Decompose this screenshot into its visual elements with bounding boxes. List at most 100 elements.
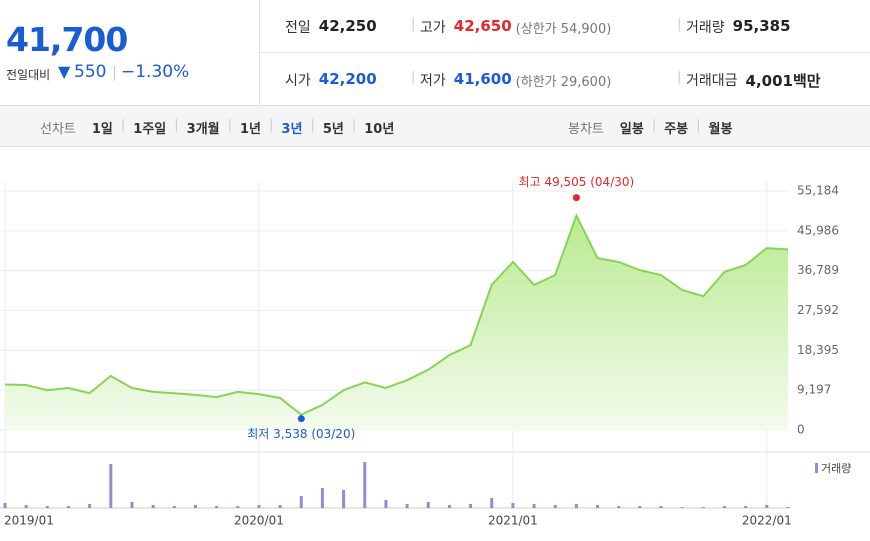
tab[interactable]: 1년 <box>240 122 262 137</box>
tab[interactable]: 월봉 <box>708 122 733 137</box>
tab-bar: 선차트 1일 | 1주일 | 3개월 | 1년 | 3년 | 5년 | 10년 봉차트 일봉 | 주봉 | 월봉 <box>0 106 870 147</box>
volume-bar <box>723 506 727 508</box>
volume-bar <box>405 504 409 508</box>
high-marker <box>572 194 580 202</box>
tab-group-label: 선차트 <box>40 122 76 137</box>
volume-bar <box>66 506 70 508</box>
volume-bar <box>490 498 494 508</box>
separator: | <box>310 118 315 133</box>
separator: | <box>351 118 357 133</box>
volume-bar <box>532 504 536 508</box>
volume-bar <box>151 505 155 508</box>
stat-value: 42,250 <box>318 17 377 35</box>
volume-bar <box>342 490 346 508</box>
candle-tabs: 봉차트 일봉 | 주봉 | 월봉 <box>568 118 732 137</box>
price-line <box>4 213 789 416</box>
stat-note: (하한가 29,600) <box>515 75 612 90</box>
volume-bar <box>257 505 261 508</box>
volume-bar <box>172 506 176 508</box>
volume-bar <box>447 505 451 508</box>
volume-bar <box>109 464 113 508</box>
price-box: 41,700 전일대비 ▼ 550 | −1.30% <box>0 0 260 105</box>
stat-value: 42,650 <box>453 17 512 35</box>
separator: | <box>651 118 657 133</box>
y-tick-label: 18,395 <box>797 343 839 357</box>
separator: | <box>411 17 416 32</box>
tab[interactable]: 3년 <box>281 122 303 137</box>
volume-bar <box>24 505 28 508</box>
stat-label: 저가 <box>420 73 446 89</box>
change: 550 <box>74 62 107 82</box>
stat-note: (상한가 54,900) <box>515 22 612 37</box>
current-price: 41,700 <box>6 20 128 59</box>
separator: | <box>120 118 126 133</box>
volume-bar <box>680 507 684 508</box>
separator: | <box>269 118 274 133</box>
stat-value: 95,385 <box>732 17 791 35</box>
x-tick-label: 2021/01 <box>488 514 538 528</box>
volume-bar <box>617 506 621 508</box>
separator: | <box>696 118 701 133</box>
volume-bar <box>511 503 515 508</box>
separator: | <box>112 63 118 81</box>
volume-bar <box>3 503 7 508</box>
tab-group-label: 봉차트 <box>568 122 604 137</box>
price-area <box>5 215 788 430</box>
volume-bar <box>426 502 430 508</box>
tab[interactable]: 주봉 <box>664 122 689 137</box>
volume-bar <box>701 507 705 508</box>
separator: | <box>677 17 682 32</box>
volume-bar <box>45 506 49 508</box>
volume-bar <box>553 505 557 508</box>
volume-bar <box>765 505 769 508</box>
volume-bar <box>786 507 790 508</box>
volume-bar <box>236 506 240 508</box>
y-tick-label: 36,789 <box>797 263 839 277</box>
volume-bar <box>596 505 600 508</box>
stat-value: 42,200 <box>318 70 377 88</box>
volume-bar <box>278 505 282 508</box>
down-arrow: ▼ <box>58 62 71 81</box>
tab[interactable]: 1일 <box>91 122 113 137</box>
low-label: 최저 3,538 (03/20) <box>247 427 355 441</box>
line-tabs: 선차트 1일 | 1주일 | 3개월 | 1년 | 3년 | 5년 | 10년 <box>40 118 394 137</box>
stat-label: 시가 <box>285 73 311 89</box>
stat-label: 거래대금 <box>686 73 738 89</box>
volume-bar <box>659 506 663 508</box>
tab[interactable]: 5년 <box>322 122 344 137</box>
row-divider <box>260 52 870 53</box>
separator: | <box>227 118 233 133</box>
volume-bar <box>215 506 219 508</box>
y-tick-label: 9,197 <box>797 383 831 397</box>
volume-bar <box>384 500 388 508</box>
y-tick-label: 45,986 <box>797 223 839 237</box>
tab[interactable]: 10년 <box>364 122 395 137</box>
separator: | <box>677 70 682 85</box>
tab[interactable]: 일봉 <box>619 122 644 137</box>
stat-label: 거래량 <box>686 20 725 36</box>
volume-bar <box>299 496 303 508</box>
volume-bar <box>363 462 367 508</box>
volume-bar <box>193 505 197 508</box>
tab[interactable]: 1주일 <box>133 122 167 137</box>
low-marker <box>297 415 305 423</box>
y-tick-label: 27,592 <box>797 303 839 317</box>
volume-bar <box>574 504 578 508</box>
separator: | <box>411 70 416 85</box>
y-tick-label: 55,184 <box>797 184 839 198</box>
x-tick-label: 2022/01 <box>742 514 792 528</box>
volume-bar <box>638 506 642 508</box>
stat-value: 41,600 <box>453 70 512 88</box>
x-tick-label: 2020/01 <box>234 514 284 528</box>
y-tick-label: 0 <box>797 423 805 437</box>
high-label: 최고 49,505 (04/30) <box>519 175 635 189</box>
volume-bar <box>320 488 324 508</box>
volume-bar <box>88 504 92 508</box>
tab[interactable]: 3개월 <box>186 122 220 137</box>
stat-label: 고가 <box>420 20 446 36</box>
volume-legend: 거래량 <box>821 462 851 475</box>
stat-label: 전일 <box>285 20 311 36</box>
quote-panel: 41,700 전일대비 ▼ 550 | −1.30% 전일 42,250 | 고가 42… <box>0 0 870 106</box>
